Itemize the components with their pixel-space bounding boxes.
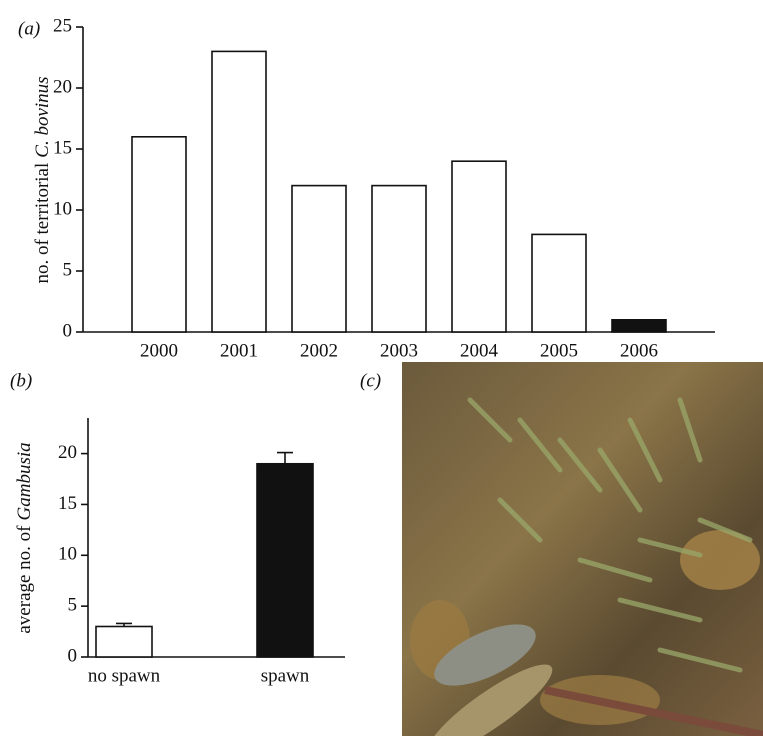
x-tick-label: 2001 — [220, 340, 258, 361]
y-axis-label-italic: Gambusia — [14, 442, 35, 520]
x-tick-label: 2003 — [380, 340, 418, 361]
bar — [292, 186, 346, 332]
y-axis-label: average no. of Gambusia — [14, 442, 35, 633]
y-axis-label-text: average no. of — [14, 525, 35, 634]
bar — [532, 234, 586, 332]
y-tick-label: 5 — [63, 259, 73, 280]
y-axis-label-text: no. of territorial — [32, 163, 53, 284]
y-tick-label: 5 — [68, 595, 78, 616]
y-tick-label: 10 — [58, 544, 77, 565]
y-tick-label: 25 — [53, 15, 72, 36]
bar — [452, 161, 506, 332]
x-tick-label: 2002 — [300, 340, 338, 361]
y-tick-label: 20 — [53, 76, 72, 97]
x-tick-label: 2000 — [140, 340, 178, 361]
bar — [132, 137, 186, 332]
y-tick-label: 0 — [68, 645, 78, 666]
y-axis-label: no. of territorial C. bovinus — [32, 76, 53, 283]
x-tick-label: 2005 — [540, 340, 578, 361]
y-tick-label: 10 — [53, 198, 72, 219]
bar — [372, 186, 426, 332]
bar — [212, 51, 266, 332]
page: (c) (a) no. of territorial C. bovinus 0 5 10 1… — [0, 0, 763, 736]
panel-label: (a) — [18, 18, 40, 39]
photo: (c) — [360, 362, 763, 736]
bar — [612, 320, 666, 332]
y-tick-label: 20 — [58, 442, 77, 463]
bar — [257, 464, 313, 657]
y-axis-label-italic: C. bovinus — [32, 76, 53, 157]
panel-label: (c) — [360, 370, 381, 391]
y-tick-label: 15 — [53, 137, 72, 158]
figure: (c) (a) no. of territorial C. bovinus 0 5 10 1… — [0, 0, 763, 736]
panel-label: (b) — [10, 370, 32, 391]
y-tick-label: 0 — [63, 320, 73, 341]
x-tick-label: 2004 — [460, 340, 499, 361]
x-tick-label: 2006 — [620, 340, 658, 361]
bar — [96, 626, 152, 657]
x-tick-label: spawn — [261, 665, 310, 686]
y-tick-label: 15 — [58, 493, 77, 514]
x-tick-label: no spawn — [88, 665, 161, 686]
